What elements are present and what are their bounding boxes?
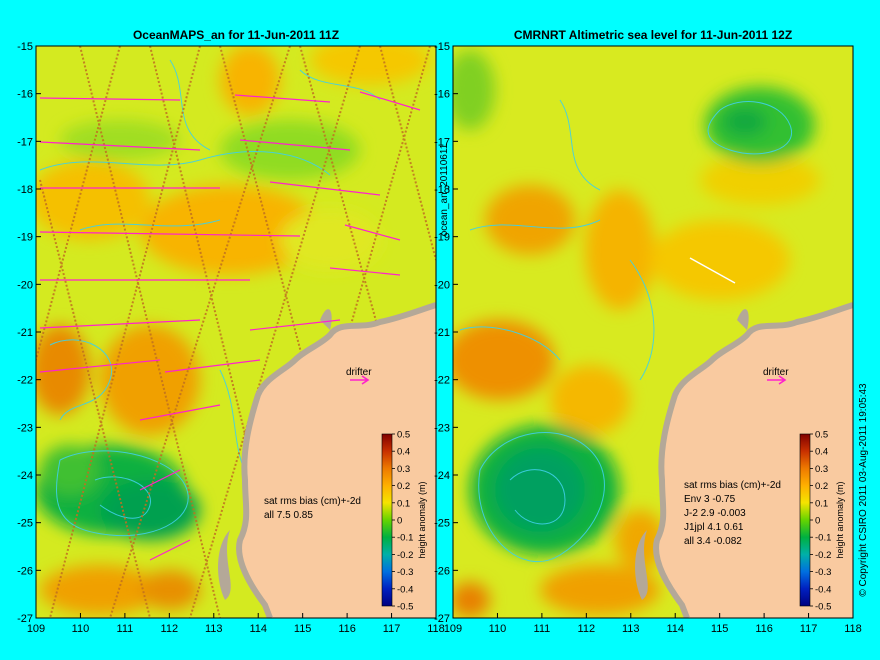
colorbar-tick-label: -0.3 [397,567,413,578]
right-bias-row: J1jpl 4.1 0.61 [684,522,744,533]
lat-tick-label: -15 [17,41,33,53]
lon-tick-label: 114 [249,623,267,635]
left-bias-title: sat rms bias (cm)+-2d [264,496,361,507]
lon-tick-label: 109 [444,623,462,635]
lon-tick-label: 116 [755,623,773,635]
colorbar-tick-label: 0 [397,516,402,527]
lat-tick-label: -27 [17,613,33,625]
lon-tick-label: 110 [72,623,90,635]
left-colorbar: 0.5 0.4 0.3 0.2 0.1 0 -0.1 -0.2 -0.3 -0.4 -0.5 [381,430,413,613]
lon-tick-label: 109 [27,623,45,635]
lat-tick-label: -16 [434,89,450,101]
right-bias-title: sat rms bias (cm)+-2d [684,480,781,491]
colorbar-tick-label: 0.1 [397,498,410,509]
right-colorbar-label: height anomaly (m) [835,481,845,558]
lat-tick-label: -17 [434,136,450,148]
lat-tick-label: -22 [434,375,450,387]
lon-tick-label: 117 [383,623,401,635]
lon-tick-label: 117 [800,623,818,635]
colorbar-tick-label: 0.3 [397,464,410,475]
left-panel-title: OceanMAPS_an for 11-Jun-2011 11Z [133,28,339,42]
lon-tick-label: 112 [161,623,179,635]
lat-tick-label: -23 [17,422,33,434]
colorbar-tick-label: 0.4 [397,447,410,458]
lat-tick-label: -15 [434,41,450,53]
lat-tick-label: -19 [434,232,450,244]
lat-tick-label: -20 [434,279,450,291]
left-drifter-arrow-icon [350,375,370,385]
left-map-axes: 109 110 111 112 113 114 115 116 117 118 -15 -16 -17 -… [17,41,445,635]
lon-tick-label: 118 [844,623,862,635]
lon-tick-label: 114 [666,623,684,635]
colorbar-tick-label: 0.2 [815,481,828,492]
lat-tick-label: -21 [17,327,33,339]
lon-tick-label: 116 [338,623,356,635]
lat-tick-label: -26 [434,565,450,577]
lat-tick-label: -22 [17,375,33,387]
lat-tick-label: -18 [17,184,33,196]
colorbar-tick-label: 0.4 [815,447,828,458]
left-drifter-label: drifter [346,367,372,378]
lat-tick-label: -27 [434,613,450,625]
lon-tick-label: 112 [578,623,596,635]
lon-tick-label: 113 [622,623,640,635]
copyright-label: © Copyright CSIRO 2011 03-Aug-2011 19:05… [858,383,869,597]
colorbar-tick-label: 0.5 [397,430,410,441]
right-map-axes: 109 110 111 112 113 114 115 116 117 118 -15 -16 -17 -… [434,41,862,635]
colorbar-tick-label: 0.5 [815,430,828,441]
right-drifter-arrow-icon [767,375,787,385]
lon-tick-label: 110 [489,623,507,635]
lon-tick-label: 113 [205,623,223,635]
lat-tick-label: -25 [434,518,450,530]
colorbar-tick-label: 0 [815,516,820,527]
lat-tick-label: -23 [434,422,450,434]
colorbar-tick-label: -0.4 [815,584,831,595]
colorbar-tick-label: -0.2 [397,550,413,561]
colorbar-tick-label: -0.1 [397,533,413,544]
right-map [453,46,853,618]
lon-tick-label: 115 [294,623,312,635]
lon-tick-label: 111 [117,623,134,635]
left-bias-row: all 7.5 0.85 [264,510,313,521]
colorbar-tick-label: -0.5 [397,602,413,613]
left-colorbar-label: height anomaly (m) [417,481,427,558]
lat-tick-label: -26 [17,565,33,577]
lat-tick-label: -18 [434,184,450,196]
right-drifter-label: drifter [763,367,789,378]
lon-tick-label: 111 [534,623,551,635]
lat-tick-label: -21 [434,327,450,339]
lat-tick-label: -17 [17,136,33,148]
right-bias-row: J-2 2.9 -0.003 [684,508,746,519]
date-side-label: ocean_an_20110611 [439,143,450,236]
colorbar-tick-label: -0.1 [815,533,831,544]
colorbar-tick-label: -0.2 [815,550,831,561]
right-panel-title: CMRNRT Altimetric sea level for 11-Jun-2… [514,28,792,42]
lat-tick-label: -16 [17,89,33,101]
lat-tick-label: -25 [17,518,33,530]
lon-tick-label: 118 [427,623,445,635]
left-map [36,46,436,618]
right-bias-row: all 3.4 -0.082 [684,536,742,547]
colorbar-tick-label: -0.3 [815,567,831,578]
lon-tick-label: 115 [711,623,729,635]
right-colorbar: 0.5 0.4 0.3 0.2 0.1 0 -0.1 -0.2 -0.3 -0.4 -0.5 [799,430,831,613]
lat-tick-label: -24 [434,470,450,482]
colorbar-tick-label: 0.1 [815,498,828,509]
lat-tick-label: -19 [17,232,33,244]
colorbar-tick-label: -0.4 [397,584,413,595]
lat-tick-label: -20 [17,279,33,291]
colorbar-tick-label: 0.3 [815,464,828,475]
colorbar-tick-label: -0.5 [815,602,831,613]
lat-tick-label: -24 [17,470,33,482]
right-bias-row: Env 3 -0.75 [684,494,736,505]
colorbar-tick-label: 0.2 [397,481,410,492]
